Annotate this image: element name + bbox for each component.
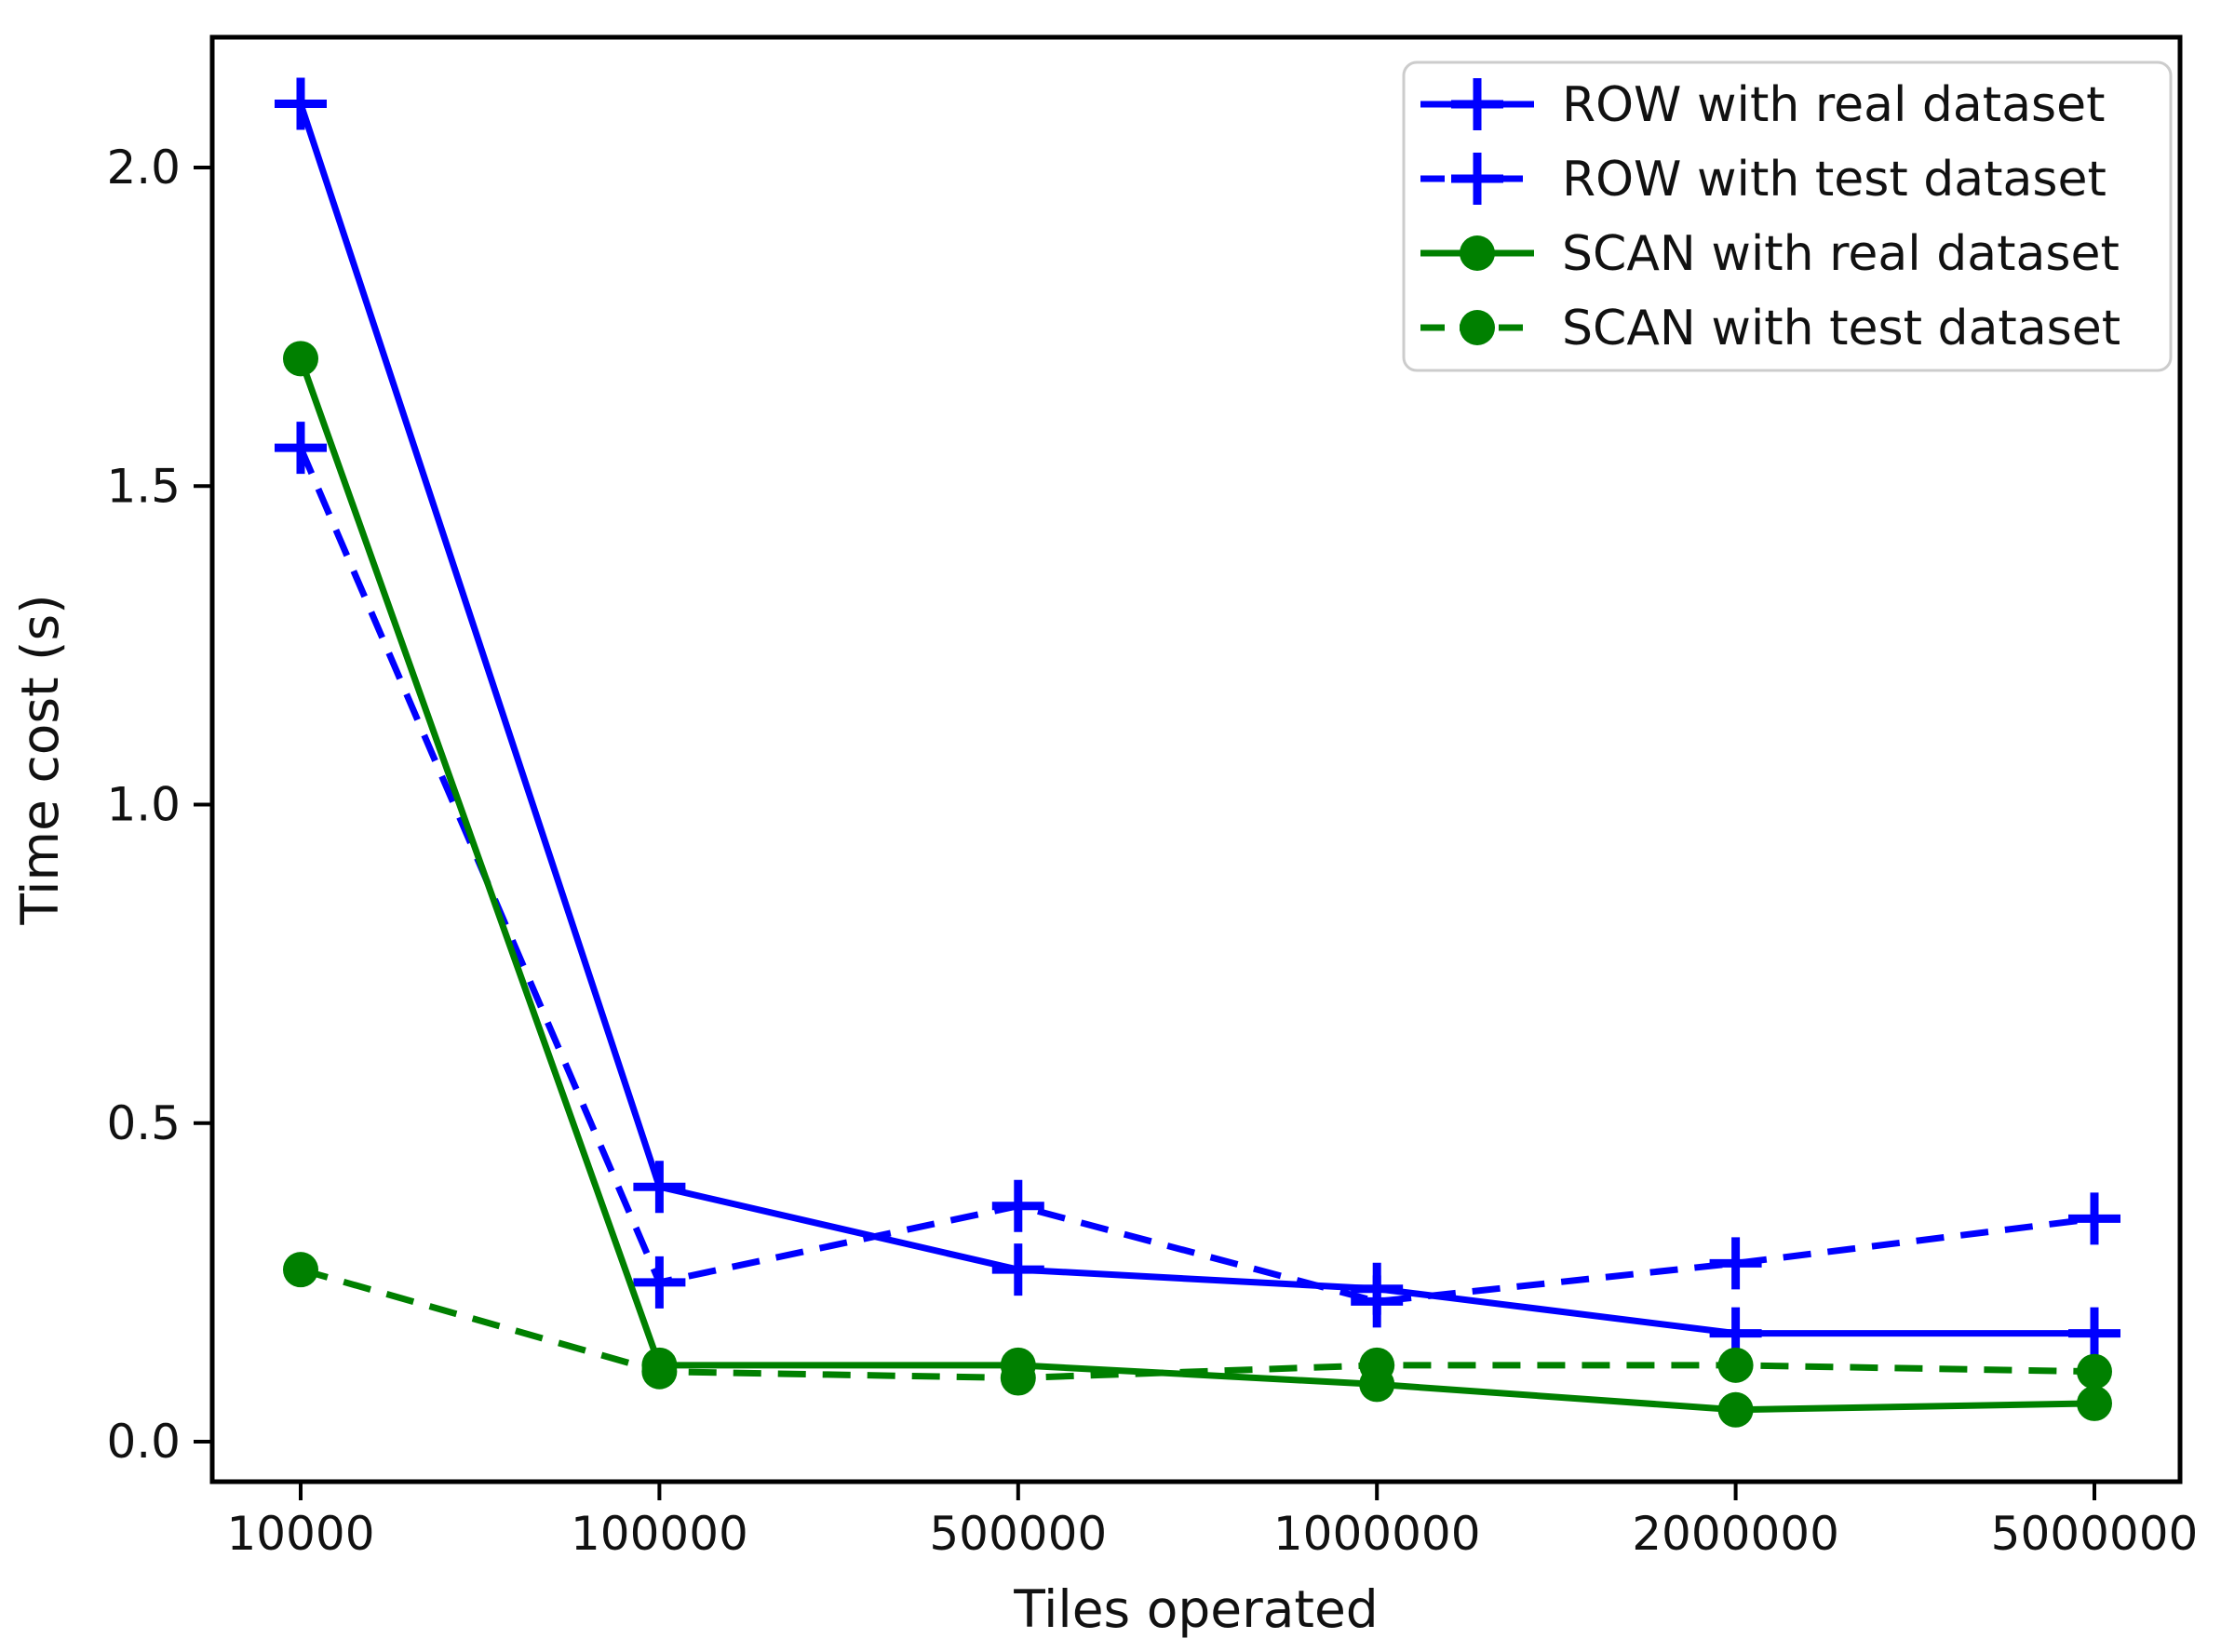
series: [283, 1252, 2112, 1396]
x-tick-label: 500000: [929, 1507, 1107, 1561]
circle-marker-icon: [1717, 1347, 1754, 1383]
circle-marker-icon: [1000, 1360, 1036, 1396]
legend-item: SCAN with test dataset: [1420, 301, 2120, 356]
x-tick-label: 5000000: [1991, 1507, 2199, 1561]
legend-label: SCAN with real dataset: [1562, 226, 2120, 282]
circle-marker-icon: [641, 1353, 678, 1390]
legend-label: ROW with real dataset: [1562, 77, 2106, 133]
legend-box: [1402, 60, 2173, 372]
plot-area: [209, 34, 2183, 1484]
circle-marker-icon: [1460, 310, 1495, 345]
series-line: [300, 1266, 2095, 1382]
legend-label: ROW with test dataset: [1562, 152, 2107, 208]
y-tick-label: 1.5: [106, 459, 181, 513]
y-axis-label: Time cost (s): [10, 594, 70, 925]
legend-label: SCAN with test dataset: [1562, 301, 2120, 356]
y-tick-label: 2.0: [106, 141, 181, 195]
legend-item: SCAN with real dataset: [1420, 226, 2120, 282]
x-tick-label: 100000: [571, 1507, 748, 1561]
circle-marker-icon: [1359, 1347, 1395, 1383]
x-tick-label: 1000000: [1273, 1507, 1481, 1561]
circle-marker-icon: [2077, 1385, 2112, 1421]
x-tick-label: 2000000: [1632, 1507, 1839, 1561]
circle-marker-icon: [283, 341, 318, 377]
legend: ROW with real dataset ROW with test datas…: [1402, 60, 2173, 372]
circle-marker-icon: [1717, 1391, 1754, 1428]
y-tick-label: 1.0: [106, 778, 181, 832]
y-tick-label: 0.0: [106, 1415, 181, 1469]
y-tick-label: 0.5: [106, 1096, 181, 1150]
circle-marker-icon: [1460, 235, 1495, 271]
series: [275, 422, 2120, 1328]
series-line: [297, 102, 2094, 1337]
x-axis-label: Tiles operated: [1013, 1579, 1378, 1639]
x-tick-label: 10000: [226, 1507, 374, 1561]
circle-marker-icon: [2077, 1353, 2112, 1390]
series-line: [297, 446, 2095, 1305]
legend-item: ROW with test dataset: [1420, 152, 2107, 208]
circle-marker-icon: [283, 1252, 318, 1288]
legend-item: ROW with real dataset: [1420, 77, 2106, 133]
